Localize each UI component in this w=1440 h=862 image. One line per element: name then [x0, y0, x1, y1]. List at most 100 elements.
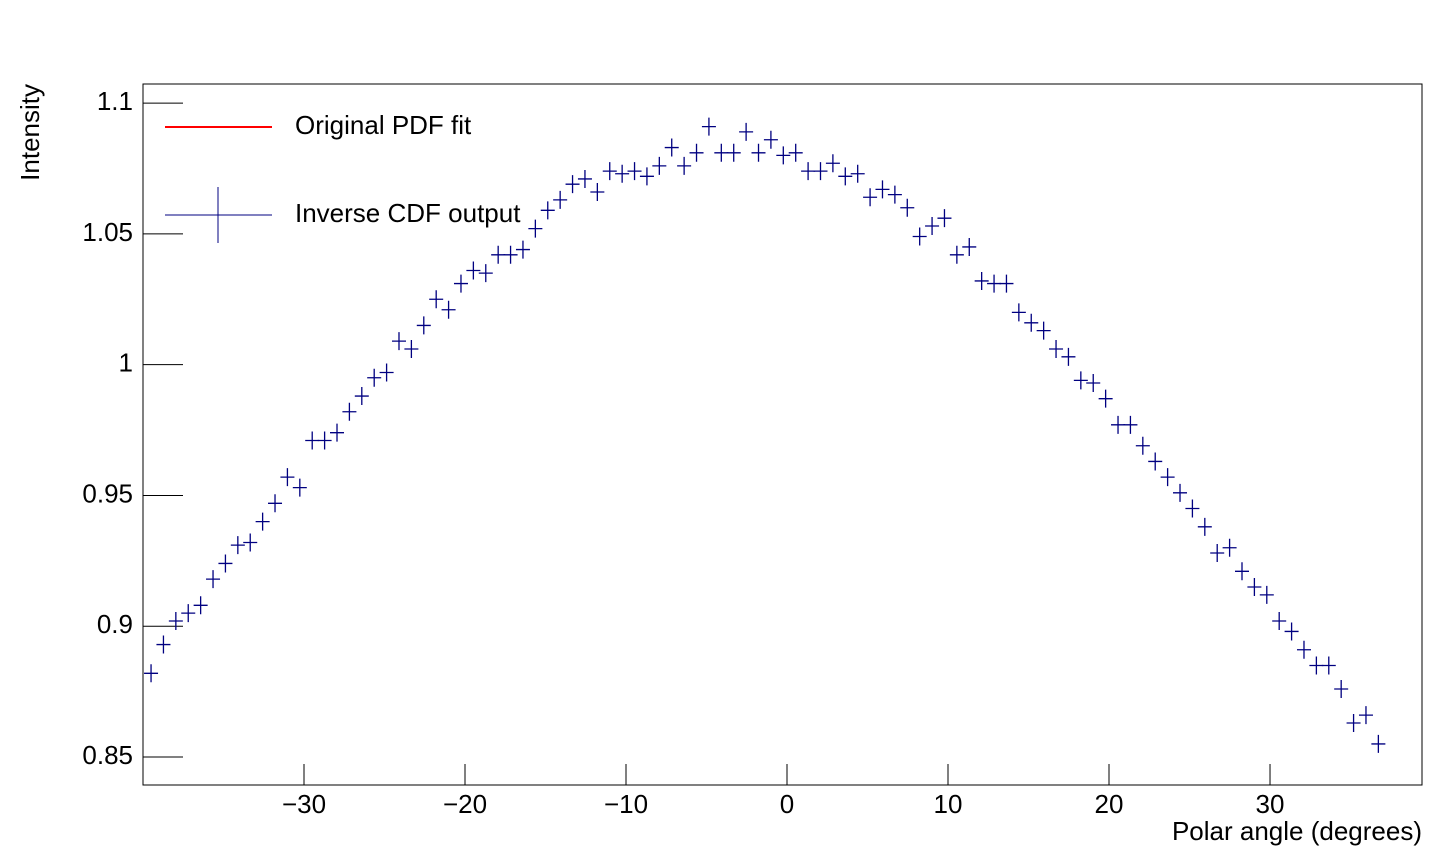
data-point [825, 154, 840, 173]
y-tick-label: 0.85 [82, 740, 133, 770]
data-point [974, 271, 989, 290]
data-point [503, 245, 518, 264]
data-point [1160, 468, 1175, 487]
data-point [280, 468, 295, 487]
data-point [763, 130, 778, 149]
x-tick-label: 30 [1256, 789, 1285, 819]
data-point [1235, 562, 1249, 581]
data-point [354, 387, 369, 406]
data-point [1259, 585, 1274, 604]
data-point [726, 143, 741, 162]
data-point [391, 332, 406, 351]
y-tick-label: 1.05 [82, 217, 133, 247]
data-point [1049, 339, 1064, 358]
data-point [577, 169, 592, 188]
data-point [292, 478, 307, 497]
data-point [491, 245, 506, 264]
data-point [342, 402, 357, 421]
data-point [850, 164, 865, 183]
y-tick-label: 0.95 [82, 478, 133, 508]
data-point [639, 167, 654, 186]
data-point [1185, 499, 1200, 518]
data-point [367, 368, 382, 387]
data-point [206, 570, 221, 589]
data-point [305, 431, 320, 450]
data-point [1197, 517, 1212, 536]
data-point [751, 143, 766, 162]
x-tick-label: 0 [780, 789, 794, 819]
data-point [925, 217, 940, 236]
data-point [863, 188, 878, 207]
x-tick-label: −20 [443, 789, 487, 819]
data-point [243, 533, 258, 552]
data-point [900, 198, 915, 217]
data-point [1210, 543, 1225, 562]
data-point [1173, 483, 1188, 502]
data-point [330, 423, 345, 442]
y-tick-label: 1 [119, 348, 133, 378]
data-point [1011, 303, 1026, 322]
data-point [627, 162, 642, 181]
data-point [1073, 371, 1088, 390]
data-point [949, 245, 964, 264]
x-axis-title: Polar angle (degrees) [1172, 816, 1422, 846]
data-point [156, 635, 171, 654]
data-point [701, 117, 716, 136]
data-point [1358, 706, 1373, 725]
data-point [1321, 656, 1336, 675]
data-point [689, 143, 704, 162]
data-point [1247, 577, 1262, 596]
data-point [416, 316, 431, 335]
legend-label: Inverse CDF output [295, 198, 521, 228]
data-point [218, 554, 233, 573]
data-point [987, 274, 1002, 293]
x-tick-label: 20 [1095, 789, 1124, 819]
data-point [1086, 373, 1101, 392]
data-point [912, 227, 927, 246]
x-tick-label: −30 [282, 789, 326, 819]
data-point [1222, 538, 1237, 557]
data-point [887, 185, 902, 204]
data-point [590, 183, 605, 202]
legend-label: Original PDF fit [295, 110, 472, 140]
data-point [1334, 680, 1349, 699]
data-point [1272, 611, 1287, 630]
data-point [788, 143, 803, 162]
data-point [1024, 313, 1039, 332]
y-axis-title: Intensity [15, 84, 45, 181]
data-point [515, 240, 530, 259]
x-tick-label: 10 [934, 789, 963, 819]
data-point [677, 156, 692, 175]
data-point [540, 201, 555, 220]
data-point [528, 219, 543, 238]
data-point [268, 494, 283, 513]
data-point [962, 237, 977, 256]
data-point [999, 274, 1014, 293]
data-point [317, 431, 332, 450]
data-point [565, 175, 580, 194]
data-point [1123, 415, 1138, 434]
data-point [193, 596, 208, 615]
data-point [553, 190, 568, 209]
data-point [1061, 347, 1076, 366]
y-tick-label: 1.1 [97, 86, 133, 116]
data-point [838, 167, 853, 186]
data-point [466, 261, 481, 280]
data-point [168, 611, 183, 630]
data-point [664, 138, 679, 157]
data-point [1346, 714, 1361, 733]
data-point [615, 164, 630, 183]
data-point [404, 339, 419, 358]
x-tick-label: −10 [604, 789, 648, 819]
data-point [429, 290, 444, 309]
data-point [1296, 640, 1311, 659]
data-point [801, 162, 816, 181]
data-point [478, 264, 493, 283]
data-point [255, 512, 270, 531]
data-point [453, 274, 468, 293]
data-point [144, 664, 159, 683]
data-point [714, 143, 729, 162]
